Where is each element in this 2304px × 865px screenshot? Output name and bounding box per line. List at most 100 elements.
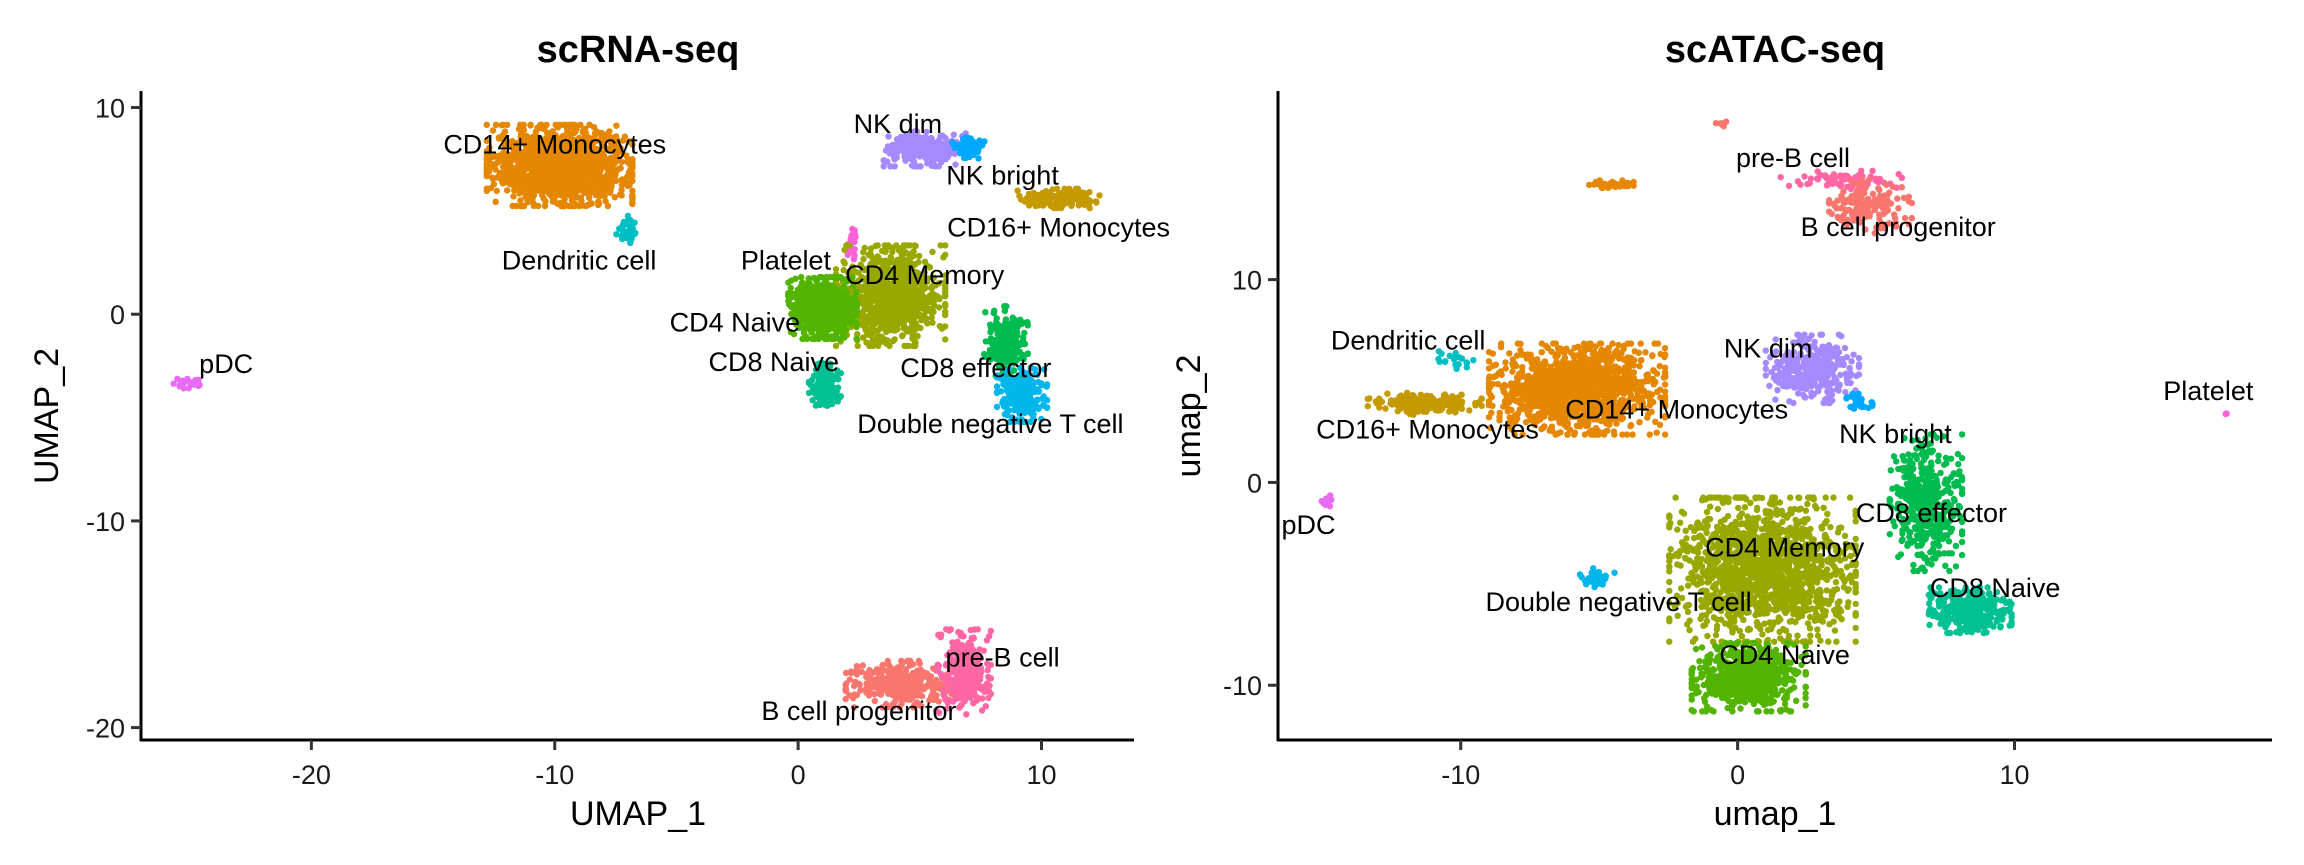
cluster-label: CD8 Naive [709, 347, 840, 377]
data-point [886, 342, 893, 350]
data-point [612, 177, 620, 185]
data-point [863, 317, 870, 325]
data-point [540, 186, 547, 193]
data-point [619, 137, 627, 144]
data-point [565, 170, 572, 177]
data-point [853, 663, 861, 670]
data-point [937, 242, 944, 249]
data-point [568, 163, 575, 170]
data-point [971, 681, 978, 689]
data-point [1062, 198, 1069, 205]
x-tick-label: 10 [1026, 760, 1056, 790]
data-point [1039, 198, 1047, 205]
data-point [873, 666, 881, 673]
y-tick-label: 10 [95, 94, 125, 124]
data-point [933, 667, 940, 674]
data-point [916, 683, 923, 690]
data-point [602, 197, 609, 205]
data-point [897, 301, 904, 308]
data-point [1028, 199, 1036, 206]
data-point [596, 188, 604, 195]
data-point [878, 307, 885, 315]
data-point [499, 179, 506, 186]
data-point [503, 160, 511, 168]
data-point [590, 164, 597, 172]
data-point [805, 318, 813, 326]
data-point [942, 134, 949, 142]
data-point [520, 121, 527, 128]
data-point [1035, 388, 1043, 395]
data-point [530, 192, 537, 199]
data-point [982, 309, 989, 316]
data-point [904, 657, 911, 665]
data-point [492, 166, 499, 173]
data-point [889, 300, 896, 307]
data-point [1023, 195, 1031, 202]
data-point [811, 312, 819, 319]
data-point [1085, 197, 1093, 204]
data-point [509, 202, 516, 210]
data-point [493, 160, 500, 167]
data-point [1003, 303, 1010, 310]
data-point [899, 332, 906, 340]
data-point [864, 331, 871, 338]
data-point [516, 190, 523, 197]
data-point [942, 251, 949, 258]
data-point [1092, 198, 1100, 205]
data-point [629, 192, 636, 200]
data-point [929, 248, 936, 255]
data-point [805, 275, 812, 282]
data-point [510, 193, 517, 200]
data-point [878, 322, 885, 329]
data-point [817, 391, 825, 398]
data-point [629, 172, 636, 180]
cluster-cd14-monocytes [483, 121, 636, 210]
data-point [1024, 319, 1031, 326]
data-point [558, 190, 565, 197]
data-point [811, 383, 819, 390]
x-ticks: -20 -10 0 10 [292, 740, 1057, 790]
data-point [1021, 395, 1028, 402]
data-point [889, 666, 897, 674]
y-tick-label: -10 [86, 507, 125, 537]
data-point [842, 681, 849, 688]
data-point [840, 297, 848, 304]
data-point [870, 327, 878, 334]
data-point [580, 170, 587, 177]
data-point [792, 275, 799, 282]
data-point [938, 325, 946, 332]
data-point [524, 197, 531, 204]
data-point [1008, 339, 1015, 346]
cluster-cd4-memory [832, 242, 949, 350]
data-point [818, 307, 825, 315]
data-point [986, 682, 993, 689]
data-point [512, 179, 519, 186]
data-point [1019, 340, 1026, 347]
data-point [624, 173, 631, 180]
data-point [901, 242, 909, 249]
data-point [801, 311, 808, 319]
data-point [971, 626, 978, 633]
data-point [1506, 350, 1513, 357]
data-point [1016, 382, 1023, 390]
data-point [922, 154, 929, 162]
data-point [976, 137, 983, 144]
data-point [519, 202, 526, 210]
data-point [588, 172, 595, 179]
data-point [854, 342, 861, 350]
data-point [537, 178, 544, 185]
data-point [611, 194, 618, 201]
data-point [597, 176, 605, 184]
data-point [1027, 387, 1034, 394]
data-point [830, 287, 838, 295]
data-point [935, 631, 942, 639]
data-point [946, 627, 953, 634]
data-point [796, 291, 803, 298]
data-point [547, 175, 554, 183]
data-point [889, 244, 896, 251]
data-point [968, 691, 975, 698]
data-point [918, 303, 925, 310]
data-point [832, 266, 840, 273]
data-point [541, 202, 549, 210]
